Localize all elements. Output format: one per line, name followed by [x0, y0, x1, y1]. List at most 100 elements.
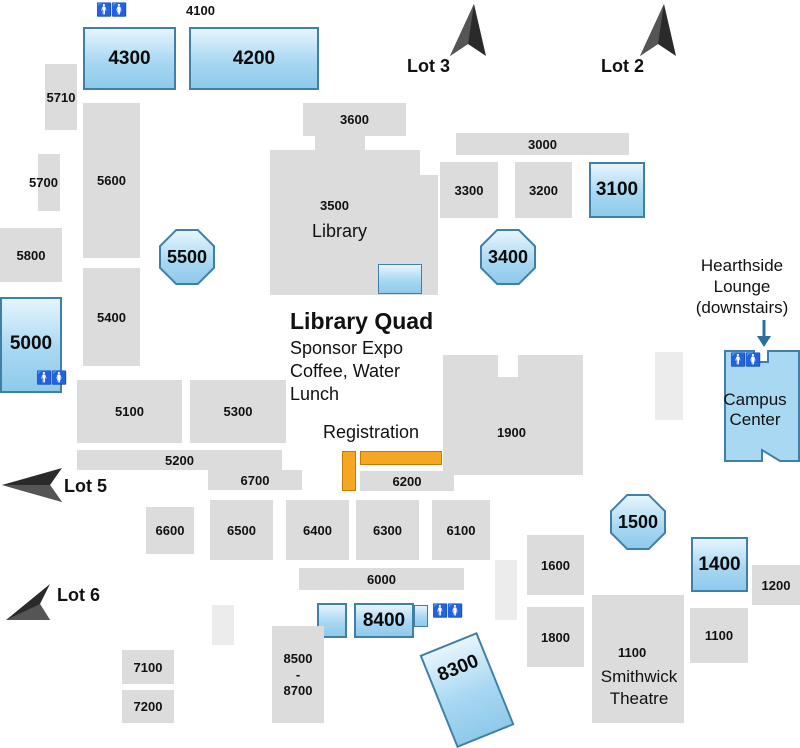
- building-1500[interactable]: 1500: [610, 494, 666, 550]
- building-7200: 7200: [122, 690, 174, 723]
- building-label: 5400: [97, 309, 126, 325]
- restroom-icon: 🚹🚺: [730, 352, 761, 367]
- building-5600: 5600: [83, 103, 140, 258]
- building-label: 5500: [161, 231, 213, 283]
- building-label: 6100: [446, 522, 476, 538]
- building-5300: 5300: [190, 380, 286, 443]
- lot-5-label[interactable]: Lot 5: [64, 476, 107, 496]
- building-5400: 5400: [83, 268, 140, 366]
- building-label: 1800: [541, 629, 570, 645]
- building-5000[interactable]: 5000: [0, 297, 62, 393]
- building-5700-label: 5700: [29, 175, 58, 190]
- building-4300[interactable]: 4300: [83, 27, 176, 90]
- building-3400[interactable]: 3400: [480, 229, 536, 285]
- parking-arrow-icon: [2, 468, 62, 502]
- label-line: Smithwick: [600, 667, 678, 686]
- building-4200[interactable]: 4200: [189, 27, 319, 90]
- building-5200: 5200: [77, 450, 282, 470]
- restroom-icon: 🚹🚺: [432, 603, 463, 618]
- building-label: 3200: [529, 182, 558, 198]
- building-6000: 6000: [299, 568, 464, 590]
- building-label: 5100: [115, 404, 144, 419]
- building-5500[interactable]: 5500: [159, 229, 215, 285]
- building-label: -: [295, 666, 301, 682]
- down-arrow-icon: [757, 320, 771, 347]
- building-unlabeled: [212, 605, 234, 645]
- building-label: 3600: [340, 112, 369, 127]
- library-entrance[interactable]: [378, 264, 422, 294]
- building-label: 7200: [133, 699, 163, 714]
- building-label: 6500: [227, 522, 256, 538]
- building-8400[interactable]: 8400: [354, 603, 414, 638]
- parking-arrow-icon: [640, 4, 676, 56]
- building-label: 7100: [133, 659, 163, 675]
- campus-center-building: [724, 350, 800, 462]
- building-label: 5300: [223, 404, 253, 419]
- campus-center-label: Campus Center: [700, 390, 800, 430]
- building-3300: 3300: [440, 162, 498, 218]
- building-1100-theatre: [592, 595, 684, 723]
- building-5710: 5710: [45, 64, 77, 130]
- building-6400: 6400: [286, 500, 349, 560]
- quad-events: Sponsor Expo Coffee, Water Lunch: [290, 337, 403, 406]
- building-1600: 1600: [527, 535, 584, 595]
- building-3000: 3000: [456, 133, 629, 155]
- building-label: 6300: [373, 522, 402, 538]
- event-item: Lunch: [290, 384, 340, 404]
- building-4100: 4100: [186, 3, 215, 18]
- building-label: 8700: [283, 682, 313, 698]
- lot-2-label[interactable]: Lot 2: [601, 56, 644, 76]
- building-label: 3300: [454, 182, 484, 198]
- registration-label: Registration: [323, 422, 420, 442]
- building-1800: 1800: [527, 607, 584, 667]
- building-5700: [38, 154, 60, 211]
- building-3100[interactable]: 3100: [589, 162, 645, 218]
- building-7100: 7100: [122, 650, 174, 684]
- building-label: 6000: [367, 571, 396, 587]
- library-building: [270, 135, 438, 295]
- restroom-icon: 🚹🚺: [96, 2, 127, 17]
- building-6500: 6500: [210, 500, 273, 560]
- label-line: Campus: [723, 390, 787, 409]
- hearthside-lounge-label: Hearthside Lounge (downstairs): [672, 255, 800, 318]
- building-label: 1200: [761, 577, 791, 593]
- building-3600: 3600: [303, 103, 406, 136]
- parking-arrow-icon: [6, 584, 50, 620]
- building-8500-8700: 8500 - 8700: [272, 626, 324, 723]
- building-label: 5200: [165, 452, 194, 468]
- building-label: 3000: [528, 136, 557, 152]
- theatre-label: Smithwick Theatre: [594, 666, 684, 710]
- event-item: Coffee, Water: [290, 361, 401, 381]
- building-8300[interactable]: 8300: [419, 632, 515, 748]
- building-1900: [443, 355, 583, 475]
- registration-desk[interactable]: [360, 451, 442, 465]
- building-6600: 6600: [146, 507, 194, 554]
- label-line: Theatre: [609, 689, 669, 708]
- building-label: 3400: [482, 231, 534, 283]
- label-line: Lounge: [713, 277, 771, 296]
- building-5100: 5100: [77, 380, 182, 443]
- building-label: 6200: [392, 473, 422, 489]
- library-label: Library: [312, 221, 368, 241]
- building-label: 5800: [16, 247, 46, 263]
- building-label: 1600: [541, 557, 570, 573]
- building-label: 5710: [46, 89, 76, 105]
- parking-arrow-icon: [450, 4, 486, 56]
- building-8400-wing: [414, 605, 428, 627]
- building-label: 6600: [155, 523, 185, 538]
- restroom-icon: 🚹🚺: [36, 370, 67, 385]
- building-3200: 3200: [515, 162, 572, 218]
- building-label: 1500: [612, 496, 664, 548]
- label-line: (downstairs): [695, 298, 789, 317]
- building-label: 6400: [303, 522, 332, 538]
- registration-desk[interactable]: [342, 451, 356, 491]
- lot-3-label[interactable]: Lot 3: [407, 56, 450, 76]
- lot-6-label[interactable]: Lot 6: [57, 585, 100, 605]
- map-title: Library Quad: [290, 308, 434, 334]
- event-item: Sponsor Expo: [290, 338, 404, 358]
- building-1400[interactable]: 1400: [691, 537, 748, 592]
- label-line: Center: [729, 410, 781, 429]
- building-6100: 6100: [432, 500, 490, 560]
- building-label: 6700: [240, 472, 270, 488]
